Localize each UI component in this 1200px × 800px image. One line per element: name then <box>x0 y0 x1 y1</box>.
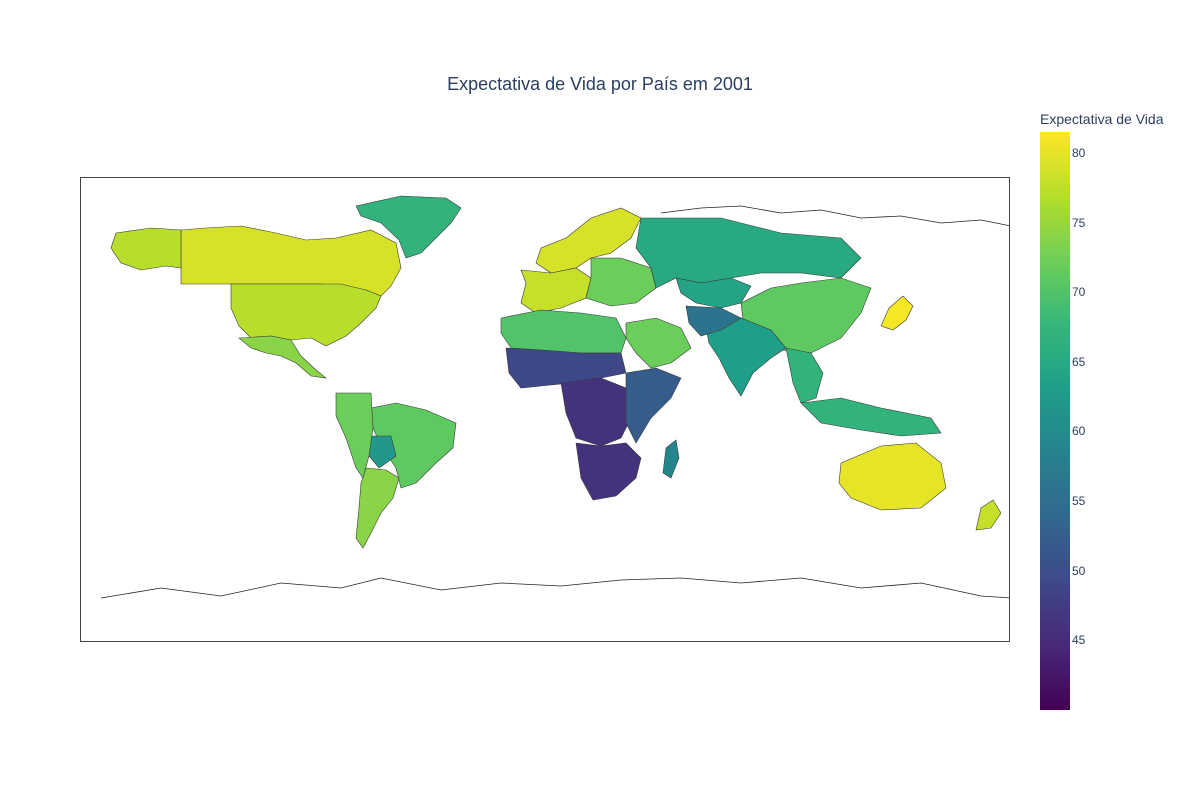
colorbar-gradient <box>1040 132 1070 710</box>
antarctica-outline <box>100 577 1009 599</box>
region-new-zealand[interactable] <box>975 499 1002 531</box>
region-bolivia[interactable] <box>368 435 397 469</box>
colorbar-tick-label: 70 <box>1072 285 1086 300</box>
region-arabia[interactable] <box>625 317 692 369</box>
region-southern-africa[interactable] <box>575 442 642 501</box>
region-australia[interactable] <box>838 442 947 511</box>
region-north-africa[interactable] <box>500 309 627 354</box>
colorbar-tick-label: 60 <box>1072 424 1086 439</box>
colorbar-tick-label: 65 <box>1072 354 1086 369</box>
colorbar-tick-label: 55 <box>1072 494 1086 509</box>
colorbar-tick-label: 50 <box>1072 563 1086 578</box>
region-argentina[interactable] <box>355 467 400 549</box>
region-central-africa[interactable] <box>560 377 632 447</box>
region-eastern-europe[interactable] <box>585 257 657 307</box>
region-andes[interactable] <box>335 392 374 479</box>
region-russia[interactable] <box>635 217 862 289</box>
region-alaska[interactable] <box>110 227 182 271</box>
world-map[interactable] <box>81 178 1010 642</box>
region-india[interactable] <box>705 317 787 397</box>
landmass-outlines <box>100 205 1009 599</box>
region-greenland[interactable] <box>355 195 462 259</box>
region-madagascar[interactable] <box>662 439 680 479</box>
region-indonesia[interactable] <box>800 397 942 437</box>
country-shapes <box>110 195 1002 549</box>
colorbar-tick-label: 80 <box>1072 145 1086 160</box>
colorbar-tick-label: 45 <box>1072 633 1086 648</box>
region-kazakhstan[interactable] <box>675 277 752 309</box>
region-east-africa[interactable] <box>625 367 682 444</box>
map-frame[interactable] <box>80 177 1010 642</box>
region-southeast-asia[interactable] <box>785 347 824 404</box>
arctic-outline <box>660 205 1009 227</box>
region-japan[interactable] <box>880 295 914 331</box>
region-europe-west[interactable] <box>520 267 592 314</box>
region-mexico[interactable] <box>238 335 328 379</box>
colorbar-tick-label: 75 <box>1072 215 1086 230</box>
region-afghanistan[interactable] <box>685 305 742 337</box>
colorbar <box>1040 132 1070 710</box>
region-europe-north[interactable] <box>535 207 642 274</box>
colorbar-title: Expectativa de Vida <box>1040 111 1164 127</box>
region-united-states[interactable] <box>230 283 382 347</box>
chart-title: Expectativa de Vida por País em 2001 <box>447 74 753 94</box>
